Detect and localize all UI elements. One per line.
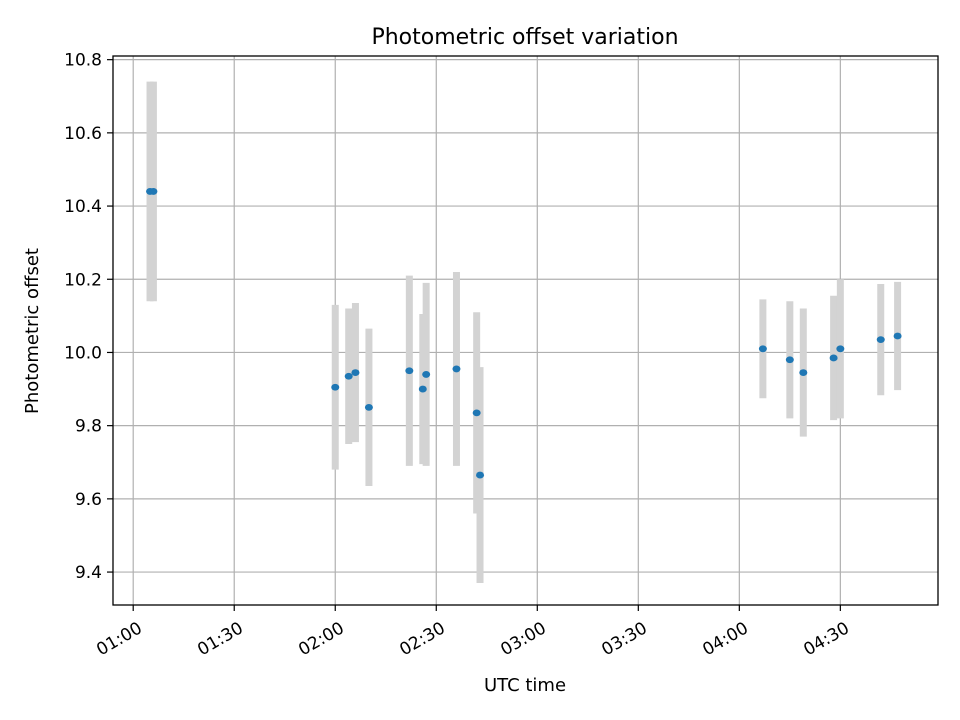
- y-axis-ticks: 9.4 9.6 9.8 10.0 10.2 10.4 10.6 10.8: [64, 51, 113, 583]
- x-axis-label: UTC time: [484, 675, 566, 696]
- data-point: [331, 383, 340, 391]
- y-tick-label: 9.4: [75, 563, 102, 583]
- y-tick-label: 10.0: [64, 343, 102, 363]
- data-point: [351, 369, 360, 376]
- data-point: [422, 371, 431, 378]
- chart-title: Photometric offset variation: [371, 25, 678, 50]
- y-tick-label: 10.6: [64, 124, 102, 144]
- x-tick-label: 01:30: [194, 618, 246, 660]
- data-point: [472, 409, 481, 417]
- x-tick-label: 02:30: [396, 618, 448, 660]
- error-bars: [146, 81, 902, 584]
- x-tick-label: 04:30: [800, 618, 852, 660]
- data-point: [758, 345, 767, 353]
- y-axis-label: Photometric offset: [22, 248, 43, 414]
- data-point: [476, 471, 485, 479]
- y-tick-label: 10.8: [64, 51, 102, 71]
- data-point: [149, 188, 158, 195]
- data-point: [418, 385, 427, 393]
- y-tick-label: 10.2: [64, 270, 102, 290]
- x-tick-label: 04:00: [699, 618, 751, 660]
- data-points: [146, 188, 902, 479]
- data-point: [785, 356, 794, 364]
- x-tick-label: 01:00: [93, 618, 145, 660]
- data-point: [836, 345, 845, 353]
- data-point: [452, 365, 461, 373]
- data-point: [893, 332, 902, 340]
- data-point: [405, 367, 414, 375]
- x-tick-label: 03:00: [497, 618, 549, 660]
- data-point: [344, 372, 353, 380]
- x-tick-label: 02:00: [295, 618, 347, 660]
- data-point: [799, 369, 808, 376]
- x-tick-label: 03:30: [598, 618, 650, 660]
- data-point: [829, 354, 838, 362]
- data-point: [364, 403, 373, 411]
- y-tick-label: 10.4: [64, 197, 102, 217]
- data-point: [876, 336, 885, 344]
- grid-lines: [113, 56, 938, 605]
- x-axis-ticks: 01:00 01:30 02:00 02:30 03:00 03:30 04:00 04:30: [93, 605, 853, 660]
- y-tick-label: 9.8: [75, 417, 102, 437]
- y-tick-label: 9.6: [75, 490, 102, 510]
- plot-frame: [112, 55, 939, 606]
